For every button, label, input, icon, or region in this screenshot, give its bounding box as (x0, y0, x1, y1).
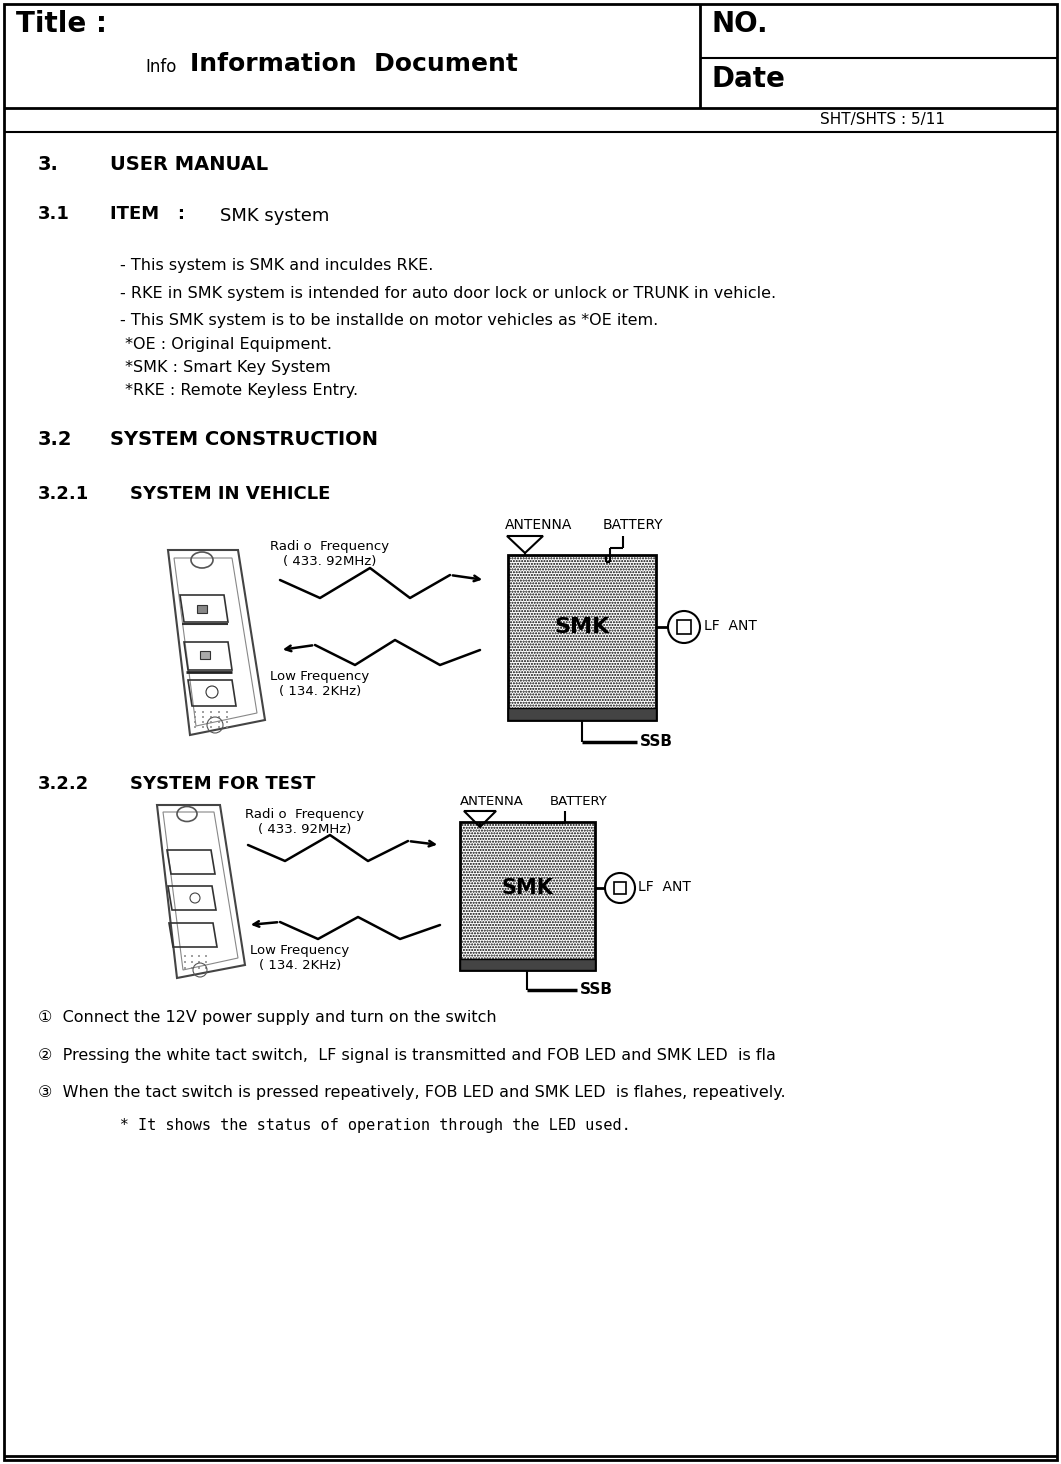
Circle shape (198, 968, 201, 969)
Text: Radi o  Frequency
( 433. 92MHz): Radi o Frequency ( 433. 92MHz) (271, 540, 389, 568)
Circle shape (191, 960, 193, 963)
Circle shape (184, 955, 186, 957)
Text: * It shows the status of operation through the LED used.: * It shows the status of operation throu… (65, 1118, 630, 1133)
Bar (201, 651, 210, 659)
Text: ITEM   :: ITEM : (110, 205, 191, 223)
Text: - This system is SMK and inculdes RKE.: - This system is SMK and inculdes RKE. (120, 258, 433, 272)
Text: ②  Pressing the white tact switch,  LF signal is transmitted and FOB LED and SMK: ② Pressing the white tact switch, LF sig… (38, 1048, 776, 1063)
Text: *SMK : Smart Key System: *SMK : Smart Key System (120, 360, 331, 375)
Text: Title :: Title : (16, 10, 107, 38)
Text: NO.: NO. (712, 10, 768, 38)
Text: Radi o  Frequency
( 433. 92MHz): Radi o Frequency ( 433. 92MHz) (245, 808, 365, 836)
Circle shape (205, 960, 207, 963)
Text: *OE : Original Equipment.: *OE : Original Equipment. (120, 337, 332, 351)
Text: BATTERY: BATTERY (603, 518, 663, 531)
Text: SYSTEM FOR TEST: SYSTEM FOR TEST (131, 774, 315, 793)
Text: 3.2.1: 3.2.1 (38, 485, 89, 504)
Text: Date: Date (712, 64, 786, 94)
Circle shape (605, 873, 634, 903)
Text: 3.2: 3.2 (38, 430, 72, 449)
Circle shape (210, 720, 212, 723)
Text: SMK system: SMK system (220, 206, 329, 225)
Text: 3.: 3. (38, 155, 58, 174)
Circle shape (226, 720, 228, 723)
Bar (197, 605, 207, 613)
Circle shape (184, 968, 186, 969)
Circle shape (194, 712, 196, 713)
Text: LF  ANT: LF ANT (638, 880, 691, 895)
Circle shape (218, 726, 220, 728)
Circle shape (191, 968, 193, 969)
Text: ③  When the tact switch is pressed repeatively, FOB LED and SMK LED  is flahes, : ③ When the tact switch is pressed repeat… (38, 1085, 785, 1099)
Circle shape (202, 712, 204, 713)
Bar (460, 821, 595, 971)
Text: BATTERY: BATTERY (550, 795, 608, 808)
Text: *RKE : Remote Keyless Entry.: *RKE : Remote Keyless Entry. (120, 384, 359, 398)
Circle shape (226, 716, 228, 717)
Text: Low Frequency
( 134. 2KHz): Low Frequency ( 134. 2KHz) (271, 671, 369, 698)
Circle shape (226, 726, 228, 728)
Text: Information  Document: Information Document (190, 53, 518, 76)
Bar (460, 959, 595, 971)
Circle shape (202, 716, 204, 717)
Circle shape (194, 720, 196, 723)
Circle shape (202, 726, 204, 728)
Text: Info: Info (145, 59, 176, 76)
Circle shape (210, 726, 212, 728)
Text: SYSTEM IN VEHICLE: SYSTEM IN VEHICLE (131, 485, 330, 504)
Circle shape (191, 955, 193, 957)
Text: - This SMK system is to be installde on motor vehicles as *OE item.: - This SMK system is to be installde on … (120, 313, 658, 328)
Circle shape (210, 712, 212, 713)
Text: SHT/SHTS : 5/11: SHT/SHTS : 5/11 (820, 113, 945, 127)
Circle shape (226, 712, 228, 713)
Text: SMK: SMK (501, 878, 553, 897)
Text: - RKE in SMK system is intended for auto door lock or unlock or TRUNK in vehicle: - RKE in SMK system is intended for auto… (120, 285, 777, 302)
Circle shape (218, 720, 220, 723)
Text: SSB: SSB (580, 982, 613, 997)
Text: 3.2.2: 3.2.2 (38, 774, 89, 793)
Circle shape (202, 720, 204, 723)
Circle shape (194, 716, 196, 717)
Text: ANTENNA: ANTENNA (460, 795, 524, 808)
Bar (508, 709, 656, 720)
Text: LF  ANT: LF ANT (705, 619, 756, 632)
Bar (614, 881, 626, 895)
Bar (677, 619, 691, 634)
Circle shape (194, 726, 196, 728)
Circle shape (198, 955, 201, 957)
Text: Low Frequency
( 134. 2KHz): Low Frequency ( 134. 2KHz) (250, 944, 350, 972)
Circle shape (210, 716, 212, 717)
Circle shape (205, 955, 207, 957)
Circle shape (205, 968, 207, 969)
Text: ANTENNA: ANTENNA (505, 518, 572, 531)
Text: SSB: SSB (640, 733, 673, 750)
Bar (508, 555, 656, 720)
Text: SYSTEM CONSTRUCTION: SYSTEM CONSTRUCTION (110, 430, 378, 449)
Circle shape (184, 960, 186, 963)
Text: ①  Connect the 12V power supply and turn on the switch: ① Connect the 12V power supply and turn … (38, 1010, 497, 1025)
Circle shape (198, 960, 201, 963)
Circle shape (668, 610, 700, 643)
Circle shape (218, 712, 220, 713)
Text: 3.1: 3.1 (38, 205, 70, 223)
Text: USER MANUAL: USER MANUAL (110, 155, 268, 174)
Text: SMK: SMK (555, 616, 610, 637)
Circle shape (218, 716, 220, 717)
